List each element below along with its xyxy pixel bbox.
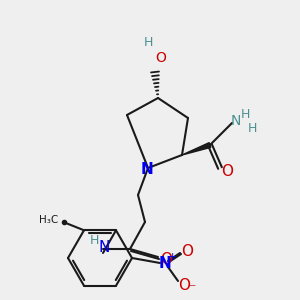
Text: N: N	[98, 239, 110, 254]
Text: ⁻: ⁻	[188, 282, 196, 296]
Text: O: O	[221, 164, 233, 178]
Text: H₃C: H₃C	[39, 215, 58, 225]
Text: H: H	[143, 37, 153, 50]
Text: N: N	[159, 256, 171, 272]
Text: O: O	[181, 244, 193, 260]
Text: O: O	[178, 278, 190, 292]
Text: O: O	[156, 51, 167, 65]
Text: N: N	[141, 163, 153, 178]
Text: H: H	[247, 122, 257, 134]
Text: O: O	[160, 253, 172, 268]
Polygon shape	[182, 142, 211, 155]
Text: H: H	[240, 109, 250, 122]
Text: N: N	[231, 114, 241, 128]
Text: +: +	[167, 252, 177, 262]
Text: H: H	[89, 235, 99, 248]
